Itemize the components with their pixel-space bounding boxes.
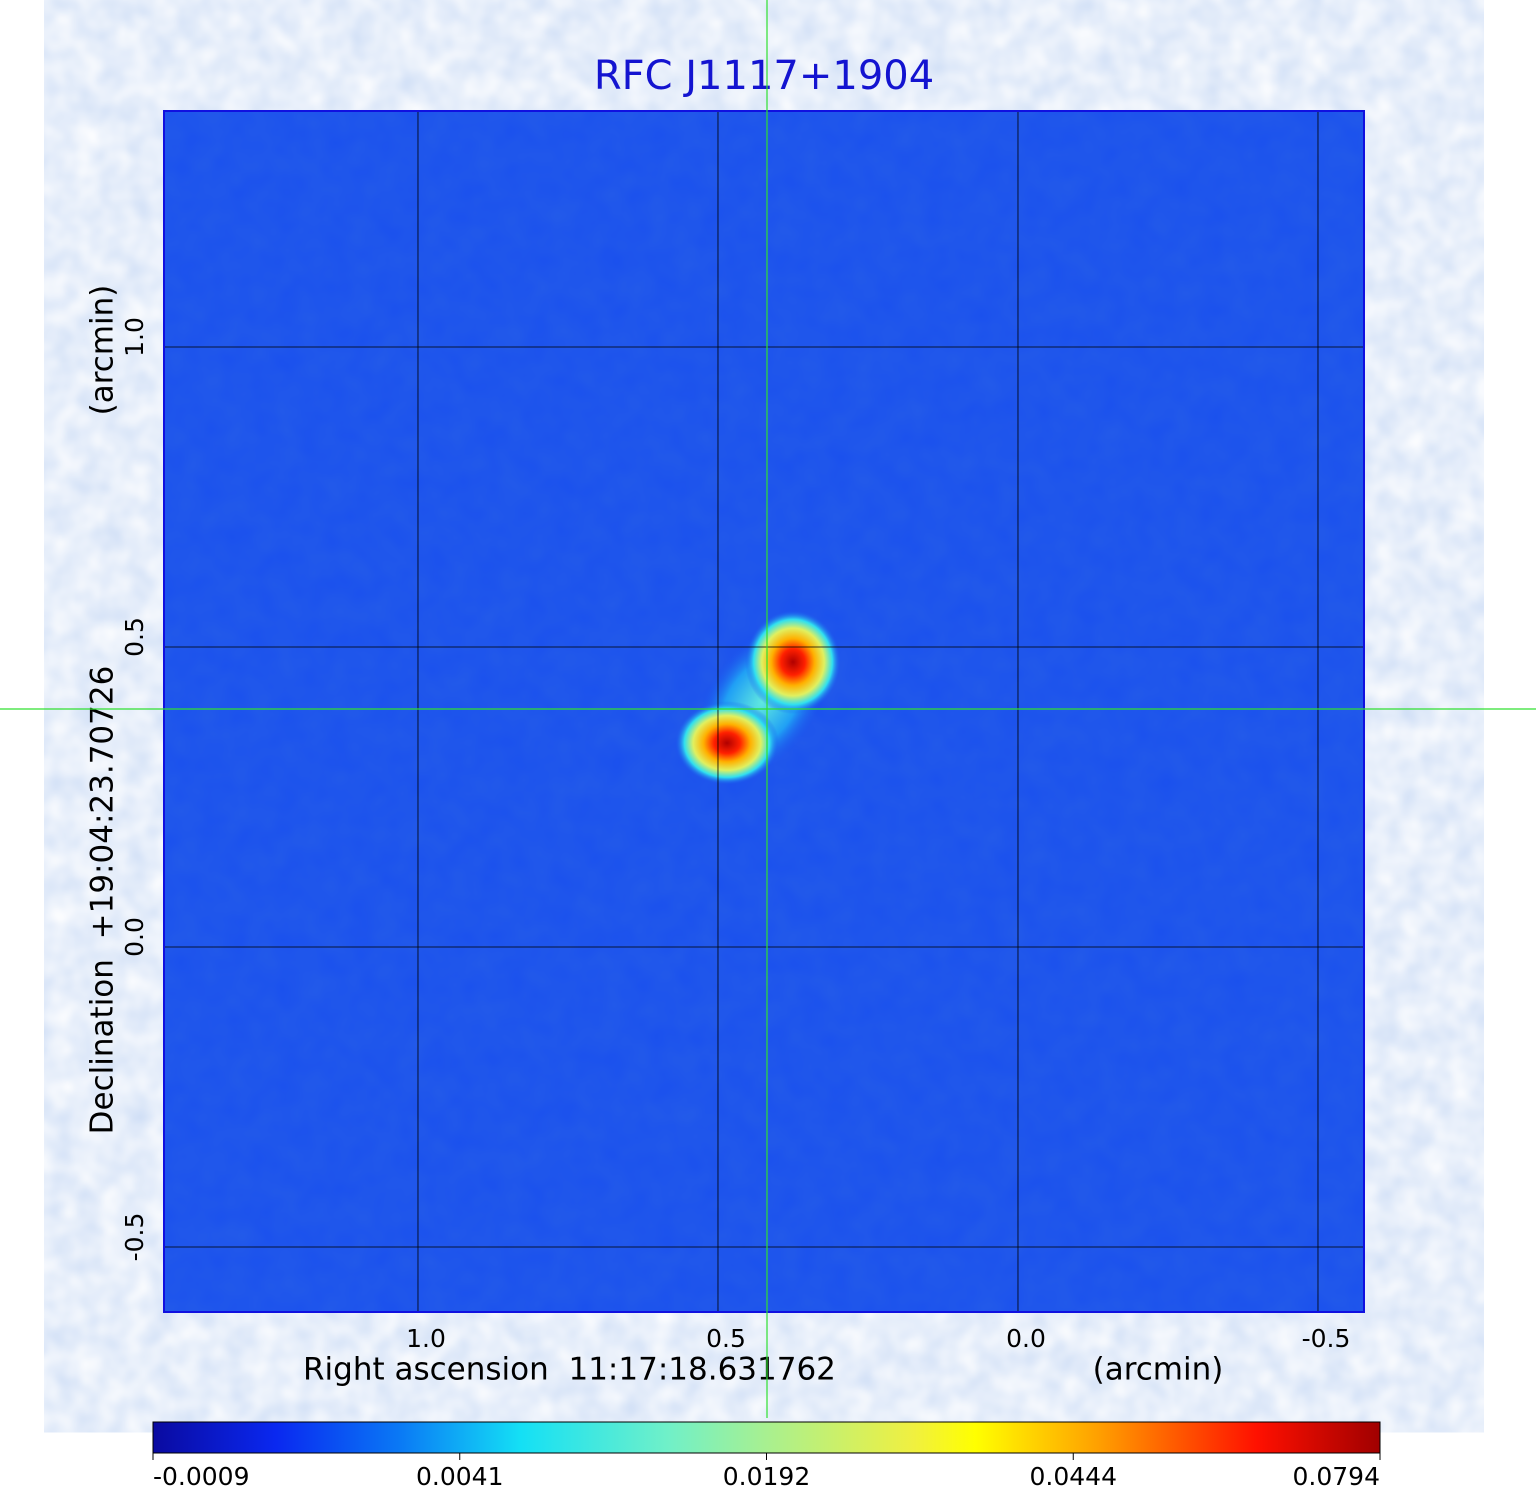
colorbar-tick-label: -0.0009 (153, 1462, 250, 1491)
y-axis-unit: (arcmin) (85, 285, 121, 416)
x-tick-label: 0.5 (706, 1324, 746, 1353)
x-axis-unit: (arcmin) (1093, 1352, 1224, 1388)
plot-area (163, 110, 1365, 1313)
y-axis-label: Declination +19:04:23.70726 (85, 666, 121, 1135)
x-tick-label: 1.0 (406, 1324, 446, 1353)
source-component (745, 610, 841, 714)
y-tick-label: 1.0 (120, 317, 149, 357)
x-axis-label: Right ascension 11:17:18.631762 (303, 1352, 836, 1388)
source-component (675, 701, 779, 785)
colorbar-tick-label: 0.0444 (1030, 1462, 1117, 1491)
colorbar (152, 1421, 1381, 1454)
colorbar-tick-label: 0.0041 (416, 1462, 503, 1491)
chart-title: RFC J1117+1904 (594, 53, 934, 99)
x-tick-label: -0.5 (1302, 1324, 1351, 1353)
x-tick-label: 0.0 (1006, 1324, 1046, 1353)
y-tick-label: 0.0 (120, 917, 149, 957)
y-tick-label: 0.5 (120, 617, 149, 657)
colorbar-tick-label: 0.0192 (723, 1462, 810, 1491)
plot-frame (163, 110, 1365, 1313)
y-tick-label: -0.5 (120, 1213, 149, 1262)
colorbar-tick-label: 0.0794 (1293, 1462, 1380, 1491)
